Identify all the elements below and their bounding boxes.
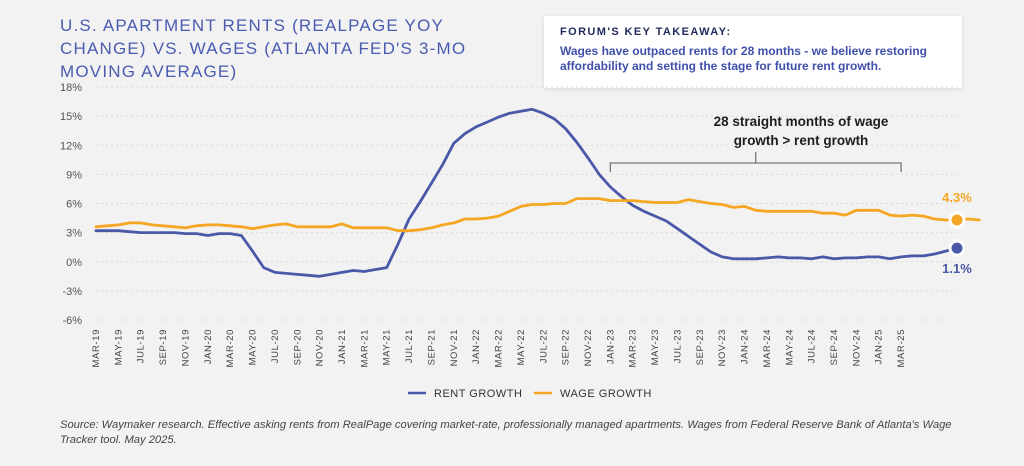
key-takeaway-box: FORUM'S KEY TAKEAWAY: Wages have outpace…: [544, 16, 962, 88]
x-tick-label: JUL-21: [404, 329, 415, 363]
x-tick-label: JUL-20: [270, 329, 281, 363]
y-tick-label: -6%: [62, 315, 82, 327]
y-tick-label: 18%: [60, 82, 82, 94]
x-tick-label: SEP-22: [561, 329, 572, 365]
x-tick-label: JAN-21: [337, 329, 348, 364]
y-tick-label: -3%: [62, 286, 82, 298]
x-tick-label: SEP-21: [426, 329, 437, 365]
rent-end-marker: [951, 242, 963, 254]
x-tick-label: SEP-24: [829, 329, 840, 365]
y-tick-label: 15%: [60, 111, 82, 123]
y-tick-label: 6%: [66, 199, 82, 211]
x-tick-label: JUL-23: [672, 329, 683, 363]
x-tick-label: MAR-23: [628, 329, 639, 367]
x-tick-label: JAN-22: [471, 329, 482, 364]
wage-end-label: 4.3%: [942, 190, 972, 205]
gridlines: [96, 86, 957, 321]
legend-rent-label: RENT GROWTH: [434, 388, 522, 400]
x-tick-label: NOV-23: [717, 329, 728, 366]
x-tick-label: MAR-24: [762, 329, 773, 367]
x-tick-label: MAR-22: [494, 329, 505, 367]
x-tick-label: MAY-24: [784, 329, 795, 365]
series-group: 1.1% 4.3%: [94, 107, 981, 278]
y-tick-label: 12%: [60, 140, 82, 152]
x-tick-label: MAR-25: [896, 329, 907, 367]
x-tick-label: SEP-20: [292, 329, 303, 365]
x-tick-label: MAR-20: [225, 329, 236, 367]
x-tick-label: MAR-21: [359, 329, 370, 367]
x-tick-label: MAY-19: [113, 329, 124, 365]
legend: RENT GROWTH WAGE GROWTH: [408, 388, 652, 400]
annotation-bracket: [609, 152, 902, 172]
x-tick-label: JAN-23: [605, 329, 616, 364]
x-tick-label: NOV-22: [583, 329, 594, 366]
wage-end-marker: [951, 214, 963, 226]
x-tick-label: NOV-24: [851, 329, 862, 366]
rent-growth-line: [94, 107, 959, 278]
x-tick-label: JAN-25: [874, 329, 885, 364]
x-tick-label: MAY-22: [516, 329, 527, 365]
x-tick-label: JUL-22: [538, 329, 549, 363]
y-axis: 18% 15% 12% 9% 6% 3% 0% -3% -6%: [60, 82, 82, 327]
x-axis: MAR-19 MAY-19 JUL-19 SEP-19 NOV-19 JAN-20 MAR-…: [91, 329, 907, 367]
bracket-line: [609, 152, 902, 172]
y-tick-label: 9%: [66, 169, 82, 181]
x-tick-label: JAN-20: [203, 329, 214, 364]
x-tick-label: MAR-19: [91, 329, 102, 367]
x-tick-label: JAN-24: [740, 329, 751, 364]
y-tick-label: 0%: [66, 257, 82, 269]
wage-growth-line: [94, 197, 981, 233]
x-tick-label: MAY-20: [248, 329, 259, 365]
rent-end-label: 1.1%: [942, 261, 972, 276]
takeaway-text: Wages have outpaced rents for 28 months …: [560, 44, 927, 73]
y-tick-label: 3%: [66, 228, 82, 240]
x-tick-label: JUL-24: [807, 329, 818, 363]
takeaway-heading: FORUM'S KEY TAKEAWAY:: [560, 26, 732, 38]
legend-wage-label: WAGE GROWTH: [560, 388, 652, 400]
x-tick-label: SEP-19: [158, 329, 169, 365]
x-tick-label: MAY-23: [650, 329, 661, 365]
chart-title: U.S. APARTMENT RENTS (REALPAGE YOY CHANG…: [60, 16, 467, 81]
annotation-line-1: 28 straight months of wage: [714, 114, 889, 129]
x-tick-label: MAY-21: [382, 329, 393, 365]
x-tick-label: JUL-19: [136, 329, 147, 363]
x-tick-label: NOV-19: [180, 329, 191, 366]
annotation-line-2: growth > rent growth: [734, 133, 869, 148]
x-tick-label: SEP-23: [695, 329, 706, 365]
x-tick-label: NOV-20: [315, 329, 326, 366]
x-tick-label: NOV-21: [449, 329, 460, 366]
source-note: Source: Waymaker research. Effective ask…: [60, 419, 952, 446]
